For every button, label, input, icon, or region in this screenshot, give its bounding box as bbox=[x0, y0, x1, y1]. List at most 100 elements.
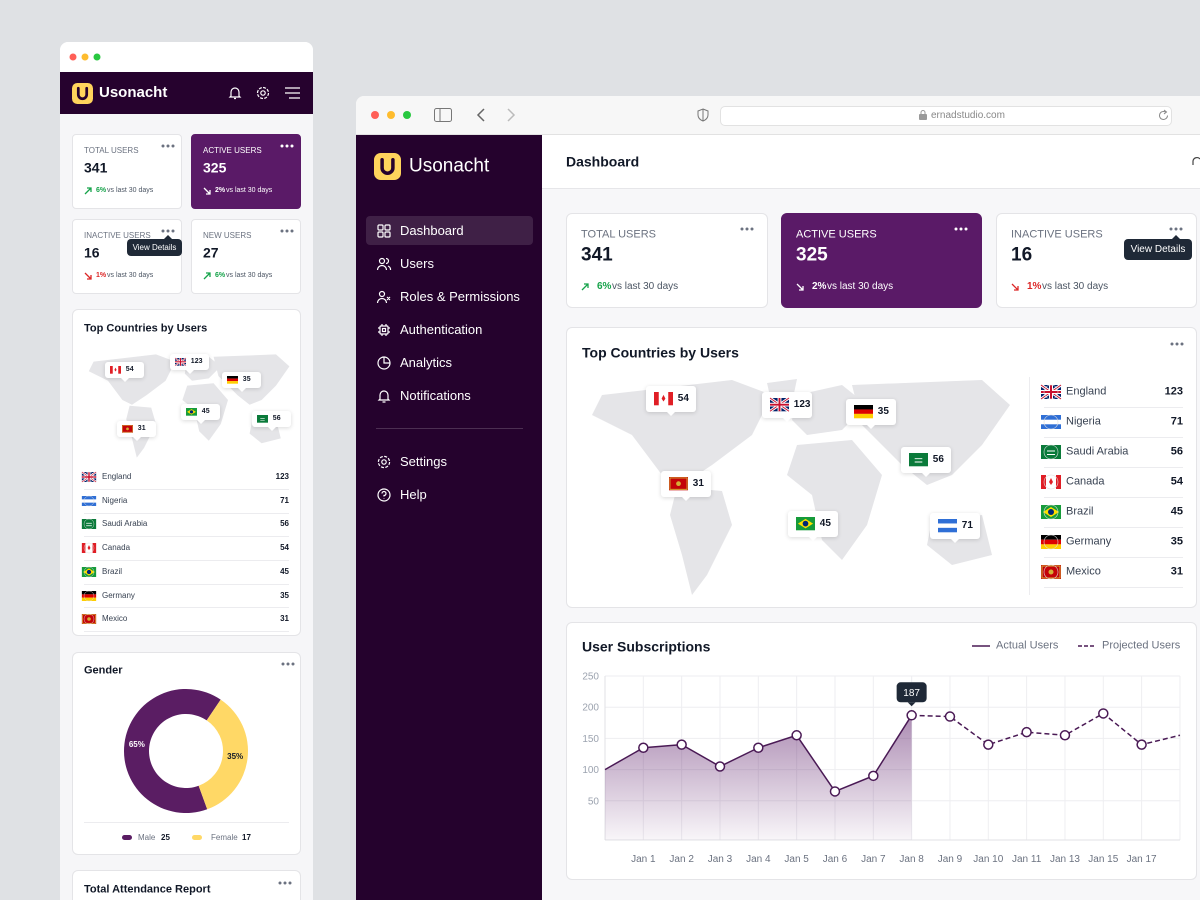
stat-note: vs last 30 days bbox=[612, 281, 679, 292]
mobile-header bbox=[60, 72, 313, 114]
gender-card bbox=[72, 652, 301, 855]
card-title: Gender bbox=[84, 664, 123, 677]
nav-item[interactable]: Analytics bbox=[400, 355, 453, 371]
back-button bbox=[476, 108, 485, 122]
flag bbox=[937, 519, 957, 533]
y-tick-label: 250 bbox=[582, 672, 599, 683]
trend-icon bbox=[84, 187, 92, 195]
nav-divider bbox=[376, 428, 523, 429]
settings-icon bbox=[256, 86, 270, 100]
country-name: Canada bbox=[102, 543, 131, 553]
row-divider bbox=[1044, 497, 1183, 498]
row-divider bbox=[1044, 467, 1183, 468]
flag bbox=[81, 519, 97, 530]
nav-icon bbox=[376, 257, 392, 271]
card-title: Top Countries by Users bbox=[84, 322, 208, 335]
nav-item[interactable]: Authentication bbox=[400, 322, 483, 338]
pin-value: 56 bbox=[932, 454, 944, 465]
nav-icon bbox=[377, 356, 391, 370]
reload-icon bbox=[1159, 109, 1168, 120]
legend-label: Female bbox=[211, 833, 238, 843]
brand-name: Usonacht bbox=[409, 155, 490, 177]
x-tick-label: Jan 13 bbox=[1050, 854, 1080, 865]
point bbox=[791, 730, 802, 741]
window-controls bbox=[69, 53, 101, 61]
point bbox=[829, 786, 841, 797]
x-tick-label: Jan 9 bbox=[938, 854, 963, 865]
pin-pointer bbox=[682, 497, 690, 501]
stat-note: vs last 30 days bbox=[226, 271, 273, 279]
line-chart: 50 100 150 200 250 Jan 1 Jan 2 Jan 3 Jan 4 Jan 5 J… bbox=[582, 672, 1181, 865]
country-name: Saudi Arabia bbox=[102, 519, 148, 529]
stat-label: INACTIVE USERS bbox=[84, 231, 151, 241]
tooltip-pointer bbox=[1172, 235, 1180, 239]
point bbox=[1059, 730, 1071, 741]
pin-pointer bbox=[267, 427, 276, 431]
country-name: Canada bbox=[1066, 475, 1105, 488]
flag bbox=[768, 397, 790, 413]
url-bar[interactable] bbox=[720, 106, 1172, 126]
trend-icon bbox=[796, 283, 804, 291]
row-divider bbox=[84, 607, 289, 609]
flag bbox=[668, 477, 688, 491]
legend-value: 25 bbox=[161, 833, 170, 843]
nav-item[interactable]: Users bbox=[400, 256, 434, 272]
sidebar bbox=[356, 135, 542, 900]
stat-value: 341 bbox=[581, 244, 613, 266]
legend-swatch bbox=[192, 835, 202, 840]
stat-card bbox=[566, 213, 768, 308]
row-divider bbox=[1044, 557, 1183, 558]
flag bbox=[795, 517, 815, 531]
flag bbox=[81, 542, 97, 554]
pin-value: 35 bbox=[877, 406, 889, 417]
more-icon bbox=[280, 229, 294, 233]
flag bbox=[226, 376, 238, 384]
main-header bbox=[542, 135, 1200, 189]
line bbox=[911, 712, 1181, 746]
tooltip-text: View Details bbox=[132, 242, 177, 252]
nav-item[interactable]: Dashboard bbox=[400, 223, 464, 239]
flag bbox=[908, 453, 928, 467]
x-tick-label: Jan 4 bbox=[746, 854, 771, 865]
logo bbox=[72, 83, 93, 104]
pin-value: 31 bbox=[692, 478, 704, 489]
more-icon bbox=[740, 227, 754, 231]
point bbox=[676, 739, 687, 750]
row-divider bbox=[1044, 587, 1183, 588]
country-name: Nigeria bbox=[1066, 415, 1101, 428]
tooltip bbox=[1124, 239, 1192, 260]
nav-item[interactable]: Settings bbox=[400, 454, 447, 470]
legend-swatch bbox=[122, 835, 132, 840]
world-map bbox=[592, 379, 1010, 595]
pin-pointer bbox=[667, 412, 675, 416]
country-value: 45 bbox=[1170, 505, 1183, 518]
country-name: Saudi Arabia bbox=[1066, 445, 1129, 458]
pin-pointer bbox=[237, 388, 246, 392]
card-title: Top Countries by Users bbox=[582, 344, 739, 361]
pin-value: 45 bbox=[201, 407, 210, 415]
nav-item[interactable]: Help bbox=[400, 487, 427, 503]
logo bbox=[374, 153, 401, 180]
point bbox=[753, 742, 764, 754]
flag bbox=[653, 392, 673, 406]
stat-value: 325 bbox=[203, 159, 227, 176]
nav-item[interactable]: Roles & Permissions bbox=[400, 289, 520, 305]
country-value: 31 bbox=[1170, 565, 1183, 578]
nav-item[interactable]: Notifications bbox=[400, 388, 471, 404]
more-icon bbox=[278, 881, 292, 885]
pin-value: 54 bbox=[125, 365, 134, 373]
country-name: Germany bbox=[102, 590, 135, 600]
flag bbox=[1041, 564, 1061, 580]
tooltip-pointer bbox=[164, 235, 172, 239]
stat-change: 6% bbox=[215, 271, 226, 279]
trend-icon bbox=[203, 187, 211, 195]
legend-line bbox=[972, 645, 990, 647]
country-value: 54 bbox=[280, 543, 289, 553]
country-name: Nigeria bbox=[102, 495, 128, 505]
flag bbox=[185, 408, 197, 416]
legend-line bbox=[1078, 645, 1096, 647]
url-text: ernadstudio.com bbox=[931, 110, 1005, 121]
point bbox=[868, 770, 879, 782]
stat-value: 341 bbox=[84, 159, 108, 176]
legend-label: Projected Users bbox=[1102, 639, 1181, 652]
